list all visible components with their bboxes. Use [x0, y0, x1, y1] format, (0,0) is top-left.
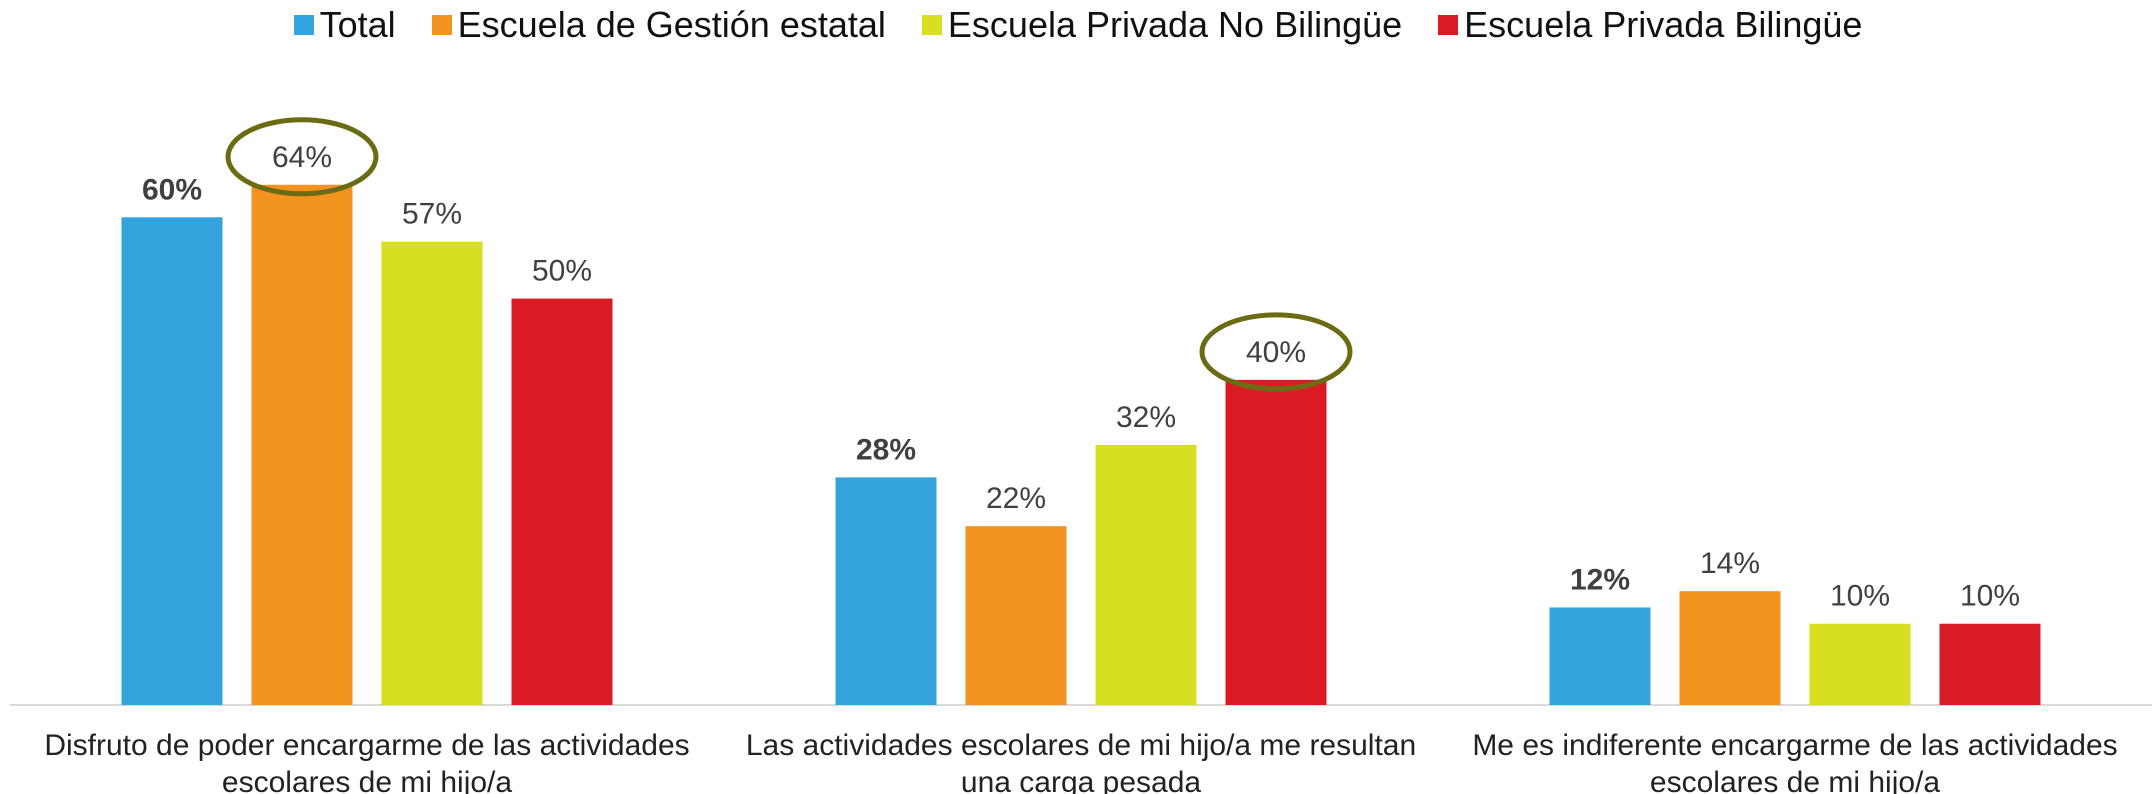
legend-swatch [293, 15, 314, 35]
x-tick-label: Me es indiferente encargarme de las acti… [1472, 729, 2118, 794]
value-label: 10% [1960, 580, 2020, 613]
legend-swatch [1438, 15, 1459, 35]
bar [1549, 607, 1651, 705]
value-label: 64% [272, 141, 332, 174]
legend-item: Total [293, 4, 396, 46]
bar [511, 298, 613, 705]
legend-label: Escuela Privada Bilingüe [1464, 4, 1863, 45]
bar [1095, 444, 1197, 705]
x-tick-label: Disfruto de poder encargarme de las acti… [44, 729, 690, 794]
value-label: 14% [1700, 547, 1760, 580]
bar [121, 217, 223, 706]
bar [251, 184, 353, 705]
value-label: 50% [532, 255, 592, 288]
bar [1679, 591, 1781, 705]
legend-swatch [921, 15, 942, 35]
bar [381, 241, 483, 705]
value-label: 57% [402, 198, 462, 231]
legend-item: Escuela Privada No Bilingüe [921, 4, 1403, 46]
legend-label: Escuela Privada No Bilingüe [947, 4, 1403, 45]
bar [1939, 623, 2041, 705]
highlight [1199, 312, 1353, 392]
value-label: 32% [1116, 401, 1176, 434]
bar [1809, 623, 1911, 705]
value-label: 22% [986, 482, 1046, 515]
legend-label: Escuela de Gestión estatal [457, 4, 886, 45]
bar [1225, 379, 1327, 705]
value-label: 28% [856, 433, 916, 466]
legend-swatch [431, 15, 452, 35]
bar [965, 526, 1067, 705]
x-tick-label: Las actividades escolares de mi hijo/a m… [745, 729, 1417, 794]
value-label: 10% [1830, 580, 1890, 613]
legend-item: Escuela de Gestión estatal [431, 4, 886, 46]
value-label: 40% [1246, 336, 1306, 369]
legend: Total Escuela de Gestión estatal Escuela P… [0, 0, 2156, 50]
value-label: 12% [1570, 563, 1630, 596]
legend-item: Escuela Privada Bilingüe [1438, 4, 1862, 46]
bar [835, 477, 937, 705]
value-label: 60% [142, 173, 202, 206]
legend-label: Total [319, 4, 396, 45]
highlight [225, 117, 379, 197]
